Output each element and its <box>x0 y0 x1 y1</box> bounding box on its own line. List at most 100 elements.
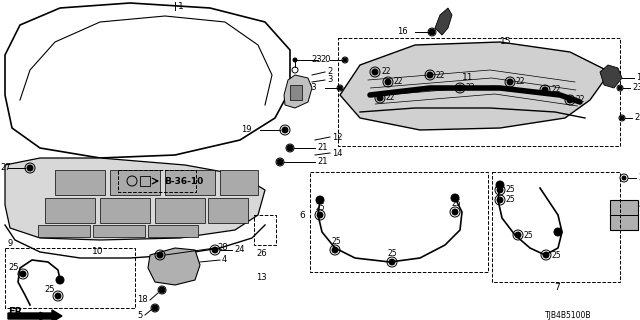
Text: FR.: FR. <box>8 307 26 317</box>
Text: 25: 25 <box>506 196 516 204</box>
Text: 23: 23 <box>632 84 640 92</box>
Bar <box>338 38 620 146</box>
Bar <box>38 225 90 237</box>
Text: 2: 2 <box>327 68 332 76</box>
Polygon shape <box>340 42 610 130</box>
Text: 17: 17 <box>636 74 640 83</box>
Text: 22: 22 <box>551 85 561 94</box>
Text: 25: 25 <box>552 251 562 260</box>
Circle shape <box>515 232 521 238</box>
Bar <box>165 170 215 195</box>
Text: B-36-10: B-36-10 <box>164 177 204 186</box>
Circle shape <box>567 97 573 103</box>
Text: 27: 27 <box>0 164 11 172</box>
Polygon shape <box>435 8 452 35</box>
Circle shape <box>277 159 283 165</box>
Text: 6: 6 <box>300 211 305 220</box>
Circle shape <box>542 87 548 93</box>
Circle shape <box>507 79 513 85</box>
Circle shape <box>338 86 342 90</box>
Circle shape <box>457 85 463 91</box>
Text: 7: 7 <box>554 284 560 292</box>
FancyArrow shape <box>8 310 62 320</box>
Circle shape <box>389 259 395 265</box>
Bar <box>100 198 150 223</box>
Text: 25: 25 <box>388 250 397 259</box>
Circle shape <box>212 247 218 253</box>
Circle shape <box>620 116 624 120</box>
Bar <box>610 200 638 230</box>
Bar <box>492 172 620 282</box>
Text: 1: 1 <box>178 2 184 11</box>
Text: 5: 5 <box>138 310 143 319</box>
Text: 19: 19 <box>241 125 252 134</box>
Text: 8: 8 <box>638 201 640 210</box>
Text: 25: 25 <box>8 263 19 273</box>
Text: TJB4B5100B: TJB4B5100B <box>545 310 591 319</box>
Text: 15: 15 <box>500 37 511 46</box>
Text: 14: 14 <box>332 148 342 157</box>
Circle shape <box>20 271 26 277</box>
Circle shape <box>152 305 158 311</box>
Polygon shape <box>290 85 302 100</box>
Circle shape <box>55 293 61 299</box>
Bar <box>45 198 95 223</box>
Bar <box>155 198 205 223</box>
Bar <box>5 248 135 308</box>
Text: 26: 26 <box>256 249 267 258</box>
Text: 23: 23 <box>307 84 317 92</box>
Circle shape <box>317 212 323 218</box>
Bar <box>110 170 160 195</box>
Circle shape <box>372 69 378 75</box>
Text: 24: 24 <box>234 245 244 254</box>
Circle shape <box>56 276 64 284</box>
Bar <box>310 172 488 272</box>
Text: 25: 25 <box>331 237 340 246</box>
Bar <box>254 215 276 245</box>
Text: 22: 22 <box>466 84 476 92</box>
Circle shape <box>385 79 391 85</box>
Text: 20: 20 <box>320 55 330 65</box>
Circle shape <box>282 127 288 133</box>
Text: 22: 22 <box>394 77 403 86</box>
Circle shape <box>332 247 338 253</box>
Circle shape <box>159 287 165 293</box>
Text: 25: 25 <box>506 186 516 195</box>
Circle shape <box>496 181 504 189</box>
Circle shape <box>554 228 562 236</box>
Text: 18: 18 <box>138 295 148 305</box>
Text: 22: 22 <box>516 77 525 86</box>
Text: 10: 10 <box>92 247 104 257</box>
Text: 25: 25 <box>524 230 534 239</box>
Polygon shape <box>5 158 265 240</box>
Text: 3: 3 <box>327 76 332 84</box>
Text: 28: 28 <box>217 244 228 252</box>
Polygon shape <box>284 75 312 108</box>
Circle shape <box>451 194 459 202</box>
Circle shape <box>287 145 293 151</box>
Circle shape <box>618 86 622 90</box>
Circle shape <box>497 187 503 193</box>
Polygon shape <box>148 248 200 285</box>
Circle shape <box>429 29 435 35</box>
Text: 25: 25 <box>44 285 54 294</box>
Bar <box>55 170 105 195</box>
Bar <box>148 225 198 237</box>
Circle shape <box>543 252 549 258</box>
Text: 25: 25 <box>316 203 326 212</box>
Text: 12: 12 <box>332 132 342 141</box>
Text: 22: 22 <box>436 70 445 79</box>
Circle shape <box>27 165 33 171</box>
Text: 23: 23 <box>634 114 640 123</box>
Text: 22: 22 <box>386 93 396 102</box>
Circle shape <box>497 197 503 203</box>
Text: 29: 29 <box>638 173 640 182</box>
Text: 4: 4 <box>222 255 227 265</box>
Bar <box>93 225 145 237</box>
Circle shape <box>427 72 433 78</box>
Polygon shape <box>600 65 622 88</box>
Circle shape <box>157 252 163 258</box>
Text: 9: 9 <box>8 238 13 247</box>
Polygon shape <box>5 3 290 158</box>
Text: 13: 13 <box>256 274 267 283</box>
